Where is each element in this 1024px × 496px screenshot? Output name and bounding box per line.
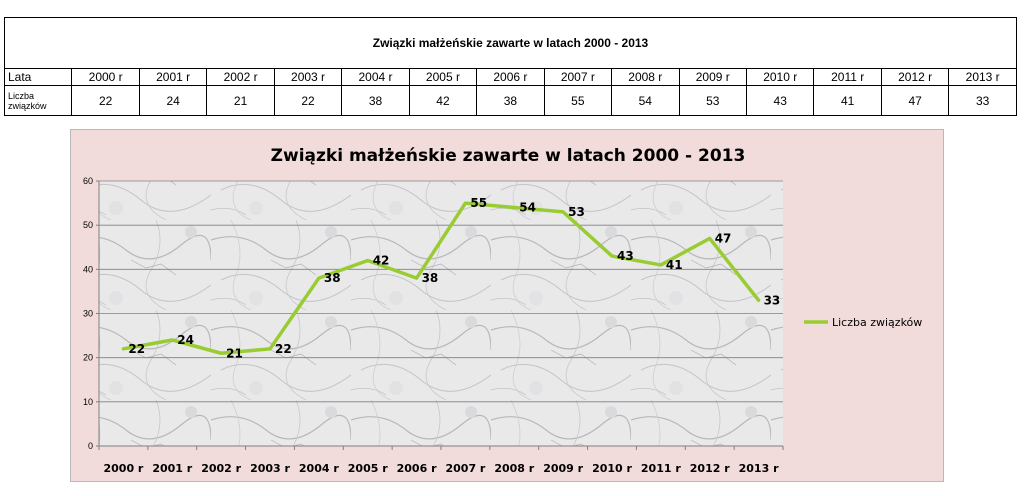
x-tick-label: 2002 r [201,462,241,475]
value-cell: 55 [543,85,613,116]
x-tick-label: 2013 r [739,462,779,475]
x-tick-label: 2003 r [250,462,290,475]
x-tick-label: 2000 r [103,462,143,475]
y-tick-label: 40 [83,264,93,274]
data-label: 33 [764,293,781,307]
value-cell: 53 [678,85,747,116]
x-tick-label: 2006 r [397,462,437,475]
x-tick-label: 2008 r [494,462,534,475]
x-tick-label: 2004 r [299,462,339,475]
data-label: 21 [226,346,243,360]
line-chart: Związki małżeńskie zawarte w latach 2000… [70,129,944,482]
year-cell: 2012 r [880,68,950,86]
year-cell: 2009 r [678,68,747,86]
y-tick-label: 20 [83,353,93,363]
year-cell: 2013 r [948,68,1017,86]
year-cell: 2006 r [476,68,545,86]
data-label: 47 [715,231,732,245]
data-label: 55 [470,196,487,210]
year-cell: 2002 r [206,68,275,86]
data-label: 41 [666,258,683,272]
x-tick-label: 2011 r [641,462,681,475]
data-label: 24 [177,333,194,347]
years-row: Lata 2000 r 2001 r 2002 r 2003 r 2004 r … [3,68,1017,86]
data-label: 22 [275,342,292,356]
year-cell: 2010 r [745,68,815,86]
year-cell: 2007 r [543,68,613,86]
y-tick-label: 50 [83,220,93,230]
y-tick-label: 60 [83,176,93,186]
x-tick-label: 2010 r [592,462,632,475]
x-tick-label: 2009 r [543,462,583,475]
legend-label: Liczba związków [832,316,922,329]
data-label: 38 [422,271,439,285]
value-cell: 21 [206,85,275,116]
value-cell: 24 [138,85,208,116]
data-label: 43 [617,249,634,263]
data-label: 54 [519,201,536,215]
data-label: 53 [568,205,585,219]
value-cell: 33 [948,85,1017,116]
x-tick-label: 2012 r [690,462,730,475]
year-cell: 2011 r [813,68,882,86]
data-label: 38 [324,271,341,285]
year-cell: 2004 r [341,68,410,86]
value-cell: 22 [71,85,140,116]
value-cell: 42 [408,85,478,116]
x-axis: 2000 r 2001 r 2002 r 2003 r 2004 r 2005 r 2006… [98,445,784,475]
row-label-values: Liczba związków [3,85,73,116]
y-tick-label: 0 [88,441,93,451]
table-title: Związki małżeńskie zawarte w latach 2000… [4,17,1017,69]
y-tick-label: 10 [83,397,93,407]
data-label: 42 [373,254,390,268]
y-axis: 0 10 20 30 40 50 60 [83,176,100,451]
year-cell: 2005 r [408,68,478,86]
value-cell: 47 [880,85,950,116]
y-tick-label: 30 [83,309,93,319]
value-cell: 54 [611,85,680,116]
legend: Liczba związków [804,316,922,329]
year-cell: 2000 r [71,68,140,86]
chart-title: Związki małżeńskie zawarte w latach 2000… [271,146,746,166]
series-line [121,201,761,355]
chart-svg: Związki małżeńskie zawarte w latach 2000… [83,146,922,475]
data-table: Związki małżeńskie zawarte w latach 2000… [3,17,1017,116]
value-cell: 41 [813,85,882,116]
values-row: Liczba związków 22 24 21 22 38 42 38 55 … [3,85,1017,116]
value-cell: 22 [273,85,343,116]
year-cell: 2001 r [138,68,208,86]
row-label-years: Lata [3,68,73,86]
value-cell: 43 [745,85,815,116]
year-cell: 2003 r [273,68,343,86]
year-cell: 2008 r [611,68,680,86]
x-tick-label: 2007 r [445,462,485,475]
x-tick-label: 2001 r [152,462,192,475]
value-cell: 38 [476,85,545,116]
value-cell: 38 [341,85,410,116]
series-layer: 22 24 21 22 38 42 38 55 54 53 43 41 47 33 [121,196,781,360]
data-label: 22 [128,342,145,356]
x-tick-label: 2005 r [348,462,388,475]
